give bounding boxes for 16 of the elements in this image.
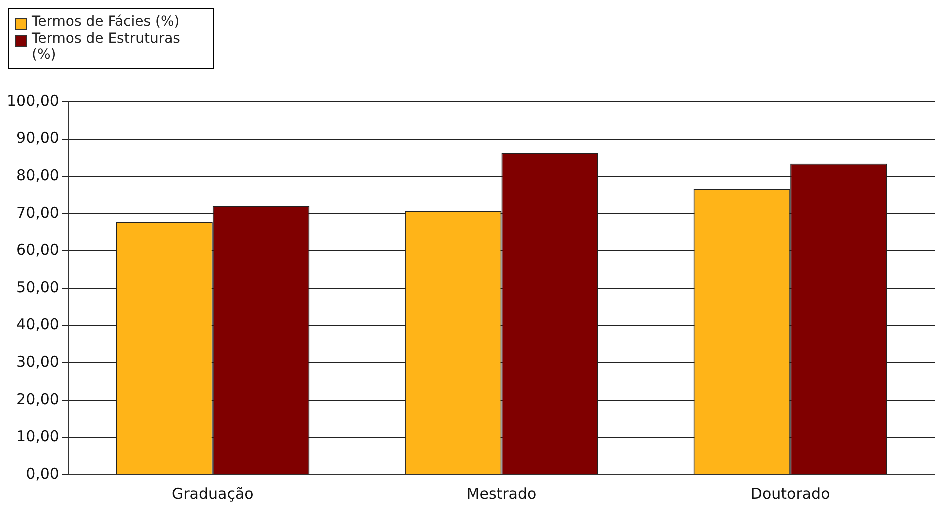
y-tick-label: 30,00 — [16, 352, 60, 371]
x-tick-label: Graduação — [172, 484, 254, 503]
legend-label: Termos de Fácies (%) — [32, 14, 180, 30]
y-tick-label: 80,00 — [16, 166, 60, 184]
y-tick-label: 50,00 — [16, 278, 60, 296]
x-tick-label: Doutorado — [750, 484, 830, 503]
x-tick-label: Mestrado — [466, 484, 537, 503]
y-tick-label: 70,00 — [16, 204, 60, 222]
y-tick-label: 100,00 — [6, 92, 60, 110]
y-tick-label: 40,00 — [16, 316, 60, 334]
legend-label: Termos de Estruturas (%) — [32, 31, 182, 63]
y-tick-label: 10,00 — [16, 428, 60, 446]
y-tick-label: 20,00 — [16, 390, 60, 408]
y-tick-label: 60,00 — [16, 241, 60, 260]
y-tick-label: 90,00 — [16, 129, 60, 148]
y-tick-label: 0,00 — [26, 464, 60, 483]
